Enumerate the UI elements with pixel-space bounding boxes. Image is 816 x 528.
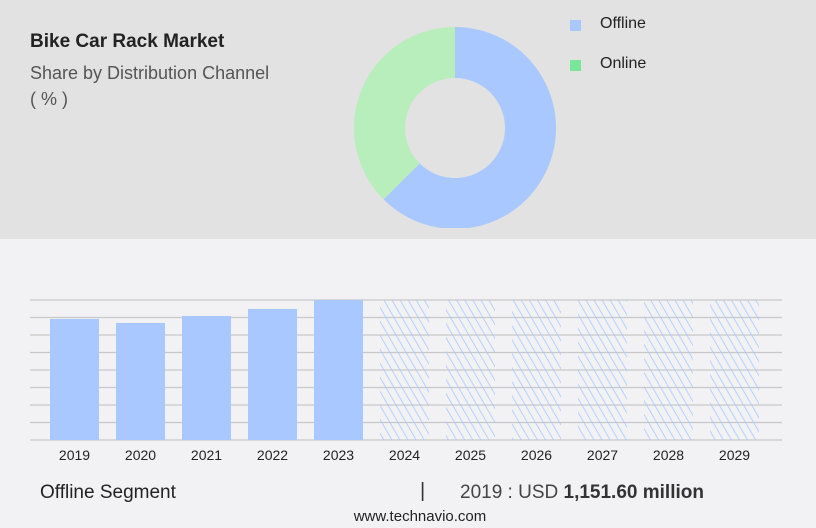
separator: |: [420, 480, 426, 502]
x-tick-2024: 2024: [389, 447, 420, 463]
donut-slice-online: [353, 27, 455, 200]
segment-label: Offline Segment: [40, 482, 176, 503]
x-tick-2028: 2028: [653, 447, 684, 463]
chart-title: Bike Car Rack Market: [30, 31, 225, 52]
legend-label-online: Online: [600, 55, 647, 72]
x-tick-2019: 2019: [59, 447, 90, 463]
legend-swatch-online: [570, 60, 581, 71]
x-tick-2025: 2025: [455, 447, 486, 463]
x-tick-2021: 2021: [191, 447, 222, 463]
legend-swatch-offline: [570, 20, 581, 31]
x-tick-2027: 2027: [587, 447, 618, 463]
forecast-bar-2024: [380, 300, 429, 440]
value-amount: 1,151.60 million: [563, 482, 704, 503]
chart-subtitle: Share by Distribution Channel: [30, 63, 270, 83]
donut-slice-offline: [383, 27, 556, 228]
forecast-bar-2029: [710, 300, 759, 440]
x-tick-2029: 2029: [719, 447, 750, 463]
x-tick-2023: 2023: [323, 447, 354, 463]
x-tick-2026: 2026: [521, 447, 552, 463]
bar-2019: [50, 318, 99, 440]
bar-2023: [314, 300, 363, 440]
year-label: 2019 : USD: [460, 482, 564, 503]
forecast-bar-2025: [446, 300, 495, 440]
forecast-bar-2027: [578, 300, 627, 440]
x-tick-2022: 2022: [257, 447, 288, 463]
forecast-bar-2026: [512, 300, 561, 440]
bar-2020: [116, 322, 165, 440]
unit-label: ( % ): [30, 89, 68, 109]
segment-value: 2019 : USD 1,151.60 million: [460, 482, 704, 504]
x-tick-2020: 2020: [125, 447, 156, 463]
bar-2022: [248, 308, 297, 440]
bar-2021: [182, 315, 231, 440]
legend-label-offline: Offline: [600, 15, 646, 32]
forecast-bar-2028: [644, 300, 693, 440]
source-site: www.technavio.com: [353, 508, 487, 525]
